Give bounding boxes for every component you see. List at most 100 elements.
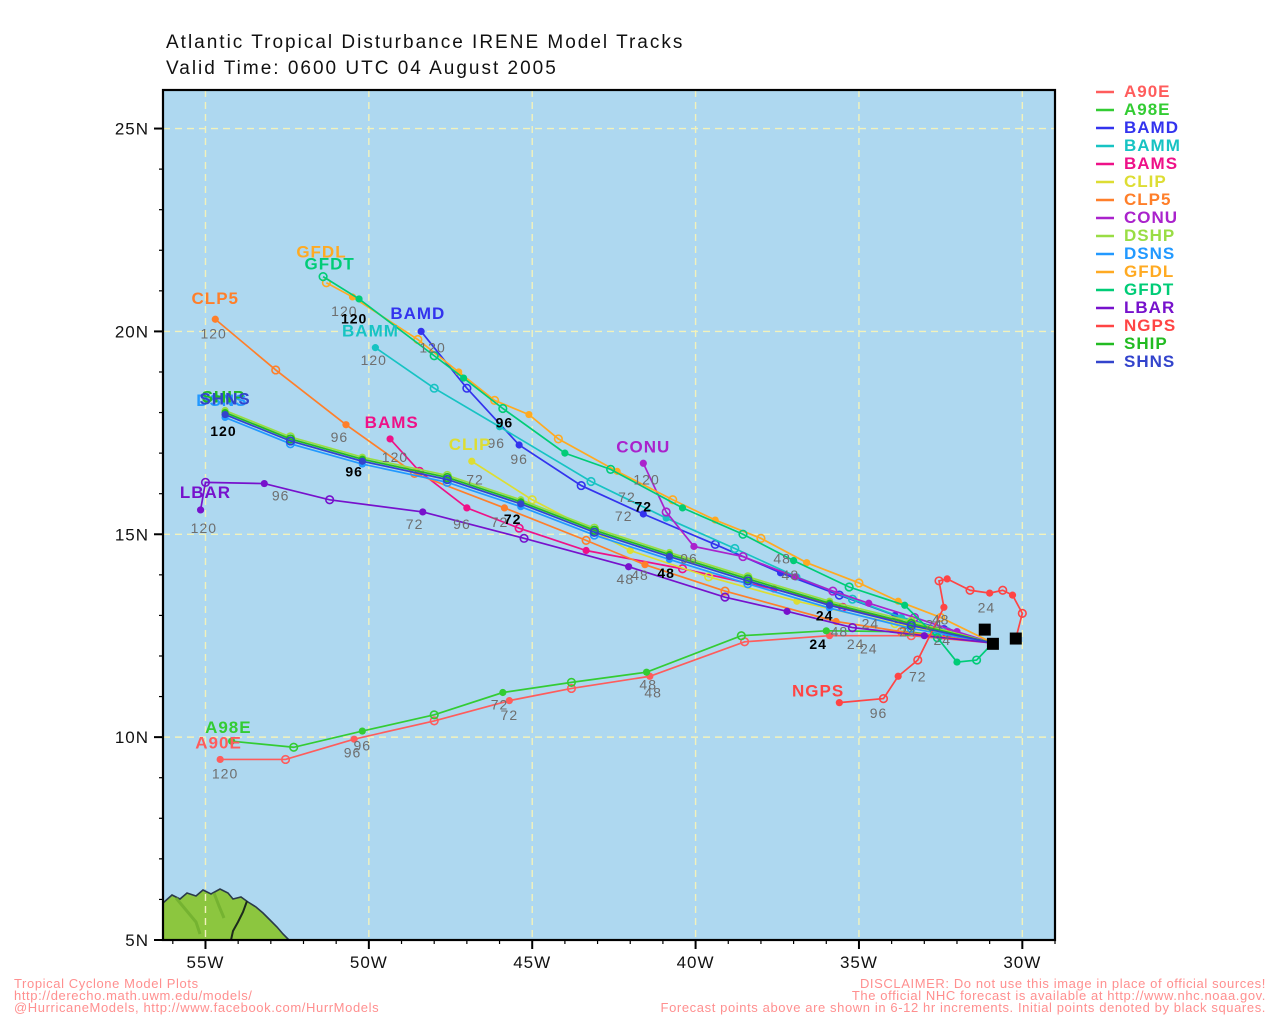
land-polygon bbox=[162, 888, 291, 941]
time-label-72: 72 bbox=[909, 668, 927, 684]
track-point-filled bbox=[639, 459, 647, 467]
legend-label-GFDT: GFDT bbox=[1124, 280, 1174, 299]
track-point-open bbox=[844, 582, 854, 592]
y-tick-label-10N: 10N bbox=[115, 728, 149, 747]
track-point-open bbox=[285, 436, 296, 446]
y-tick-label-15N: 15N bbox=[115, 525, 149, 544]
legend-item-DSHP: DSHP bbox=[1096, 226, 1174, 245]
model-label-SHIP: SHIP bbox=[202, 387, 246, 406]
track-point-filled bbox=[517, 500, 525, 508]
legend-label-BAMM: BAMM bbox=[1124, 136, 1181, 155]
model-label-CLIP: CLIP bbox=[449, 435, 492, 454]
track-point-filled bbox=[642, 668, 651, 676]
track-line-SHNS bbox=[224, 413, 994, 644]
model-tracks bbox=[196, 272, 1027, 765]
land-border-line bbox=[230, 900, 248, 941]
track-point-filled bbox=[639, 510, 647, 518]
track-point-filled bbox=[665, 552, 674, 561]
track-point-filled bbox=[463, 504, 471, 512]
track-point-filled bbox=[835, 699, 843, 707]
time-label-72: 72 bbox=[491, 514, 509, 530]
time-label-48: 48 bbox=[831, 624, 849, 640]
model-label-A98E: A98E bbox=[205, 718, 252, 737]
model-label-BAMS: BAMS bbox=[365, 413, 419, 432]
x-tick-label-30W: 30W bbox=[1003, 953, 1041, 972]
time-label-120: 120 bbox=[382, 449, 408, 465]
ocean-background bbox=[163, 90, 1055, 940]
legend-item-DSNS: DSNS bbox=[1096, 244, 1174, 263]
track-point-filled bbox=[920, 632, 928, 640]
footer-disclaimer-line2: The official NHC forecast is available a… bbox=[852, 988, 1266, 1003]
legend-item-CONU: CONU bbox=[1096, 208, 1177, 227]
track-point-open bbox=[586, 476, 596, 487]
time-label-96: 96 bbox=[344, 745, 362, 761]
model-label-NGPS: NGPS bbox=[792, 682, 844, 701]
track-point-open bbox=[285, 439, 296, 449]
time-label-120: 120 bbox=[341, 310, 367, 326]
track-point-filled bbox=[417, 327, 425, 336]
time-label-48: 48 bbox=[617, 571, 635, 587]
track-point-filled bbox=[1008, 591, 1017, 599]
initial-point-squares bbox=[978, 623, 1022, 650]
model-label-CLP5: CLP5 bbox=[192, 289, 239, 308]
track-point-filled bbox=[228, 737, 236, 745]
model-label-GFDT: GFDT bbox=[304, 255, 354, 274]
time-label-72: 72 bbox=[406, 516, 424, 532]
track-point-open bbox=[289, 742, 299, 752]
chart-title: Atlantic Tropical Disturbance IRENE Mode… bbox=[166, 32, 684, 53]
track-point-open bbox=[589, 527, 599, 537]
footer-left-line2: http://derecho.math.uwm.edu/models/ bbox=[14, 988, 253, 1003]
track-point-open bbox=[200, 477, 211, 487]
time-label-24: 24 bbox=[847, 636, 865, 652]
track-point-open bbox=[913, 655, 923, 665]
legend-label-SHNS: SHNS bbox=[1124, 352, 1175, 371]
time-label-72: 72 bbox=[466, 471, 484, 487]
track-point-open bbox=[878, 693, 889, 704]
legend-item-SHIP: SHIP bbox=[1096, 334, 1167, 353]
track-point-open bbox=[519, 533, 529, 543]
track-point-open bbox=[847, 622, 858, 633]
track-point-filled bbox=[525, 410, 533, 419]
track-point-filled bbox=[468, 457, 476, 465]
time-label-120: 120 bbox=[212, 766, 238, 782]
legend: A90EA98EBAMDBAMMBAMSCLIPCLP5CONUDSHPDSNS… bbox=[1096, 82, 1181, 371]
track-point-open bbox=[576, 480, 586, 491]
track-point-open bbox=[589, 530, 599, 540]
time-label-96: 96 bbox=[272, 488, 290, 504]
track-point-filled bbox=[822, 627, 830, 635]
track-point-filled bbox=[662, 514, 670, 522]
time-label-96: 96 bbox=[345, 463, 363, 479]
chart-subtitle: Valid Time: 0600 UTC 04 August 2005 bbox=[166, 58, 558, 79]
track-point-filled bbox=[803, 559, 811, 567]
time-label-72: 72 bbox=[615, 508, 633, 524]
model-label-BAMM: BAMM bbox=[342, 321, 399, 340]
time-label-24: 24 bbox=[860, 641, 878, 657]
track-point-open bbox=[971, 655, 982, 665]
track-point-filled bbox=[515, 441, 523, 449]
time-label-120: 120 bbox=[331, 303, 357, 319]
legend-label-LBAR: LBAR bbox=[1124, 298, 1175, 317]
ocean-rect bbox=[163, 90, 1055, 940]
track-point-filled bbox=[953, 658, 961, 666]
track-point-open bbox=[325, 495, 335, 505]
time-label-24: 24 bbox=[809, 636, 827, 652]
time-label-48: 48 bbox=[782, 567, 800, 583]
time-label-24: 24 bbox=[933, 632, 951, 648]
land-south-america bbox=[162, 888, 291, 941]
legend-item-SHNS: SHNS bbox=[1096, 352, 1175, 371]
track-point-open bbox=[566, 677, 577, 687]
legend-item-BAMS: BAMS bbox=[1096, 154, 1177, 173]
model-label-BAMD: BAMD bbox=[390, 304, 445, 323]
track-point-open bbox=[581, 535, 591, 545]
time-label-120: 120 bbox=[419, 340, 445, 356]
track-point-open bbox=[738, 529, 748, 539]
model-label-CONU: CONU bbox=[616, 437, 670, 456]
track-point-open bbox=[896, 627, 907, 637]
legend-label-CLP5: CLP5 bbox=[1124, 190, 1171, 209]
track-point-filled bbox=[943, 575, 951, 583]
time-label-24: 24 bbox=[978, 599, 996, 615]
track-point-filled bbox=[783, 607, 791, 615]
time-label-72: 72 bbox=[491, 697, 509, 713]
track-point-open bbox=[429, 351, 439, 361]
track-point-filled bbox=[625, 563, 633, 571]
